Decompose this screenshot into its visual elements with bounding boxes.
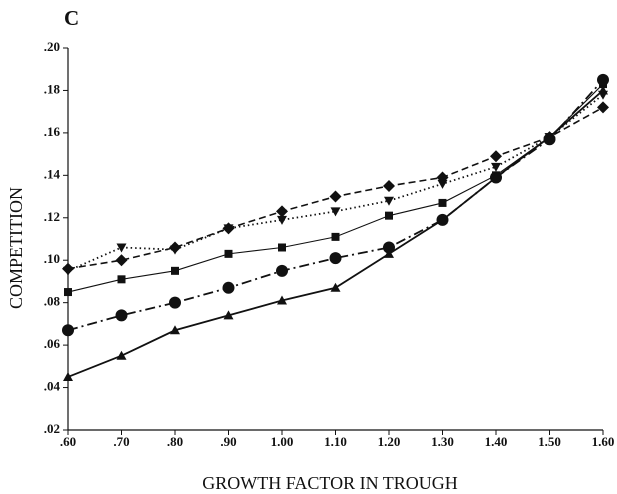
data-point bbox=[437, 179, 448, 189]
data-point bbox=[384, 196, 394, 206]
data-point bbox=[116, 243, 127, 253]
data-point bbox=[222, 281, 235, 294]
x-tick-label: .70 bbox=[113, 434, 129, 449]
data-point bbox=[383, 241, 395, 254]
y-tick-label: .12 bbox=[44, 209, 60, 224]
x-tick-label: 1.30 bbox=[431, 434, 454, 449]
data-point bbox=[63, 266, 73, 276]
data-point bbox=[223, 224, 234, 234]
y-axis-label: COMPETITION bbox=[6, 187, 26, 309]
y-tick-label: .10 bbox=[44, 251, 60, 266]
series-line bbox=[67, 93, 604, 272]
y-tick-label: .06 bbox=[44, 336, 61, 351]
x-tick-label: 1.20 bbox=[378, 434, 401, 449]
series-line bbox=[67, 79, 604, 332]
data-point bbox=[117, 275, 126, 284]
x-tick-label: 1.50 bbox=[538, 434, 561, 449]
data-point bbox=[597, 73, 609, 86]
data-point bbox=[438, 198, 447, 207]
y-tick-label: .18 bbox=[44, 81, 61, 96]
series-line bbox=[67, 106, 604, 270]
data-point bbox=[62, 324, 74, 337]
data-point bbox=[276, 264, 288, 277]
data-point bbox=[224, 249, 233, 258]
x-tick-label: 1.10 bbox=[324, 434, 347, 449]
x-tick-label: .90 bbox=[220, 434, 236, 449]
data-point bbox=[64, 288, 72, 297]
data-point bbox=[384, 248, 394, 258]
data-point bbox=[490, 150, 502, 163]
data-point bbox=[223, 310, 234, 320]
data-point bbox=[63, 371, 73, 381]
data-point bbox=[170, 325, 180, 335]
data-point bbox=[277, 295, 287, 305]
x-tick-label: 1.40 bbox=[485, 434, 508, 449]
y-tick-label: .02 bbox=[44, 421, 60, 436]
x-axis-label: GROWTH FACTOR IN TROUGH bbox=[202, 473, 458, 493]
data-point bbox=[116, 350, 127, 360]
data-point bbox=[598, 85, 608, 95]
data-point bbox=[276, 205, 288, 218]
data-point bbox=[385, 211, 393, 220]
x-tick-label: .60 bbox=[60, 434, 76, 449]
data-point bbox=[331, 232, 340, 241]
data-point bbox=[491, 162, 501, 172]
y-tick-label: .08 bbox=[44, 294, 61, 309]
data-point bbox=[170, 245, 180, 255]
data-point bbox=[330, 207, 341, 217]
data-point bbox=[115, 309, 128, 322]
y-tick-label: .04 bbox=[44, 379, 61, 394]
y-tick-label: .16 bbox=[44, 124, 61, 139]
x-tick-label: 1.00 bbox=[271, 434, 294, 449]
data-point bbox=[544, 132, 555, 142]
data-point bbox=[277, 215, 287, 225]
data-point bbox=[329, 190, 342, 203]
y-tick-label: .20 bbox=[44, 39, 60, 54]
data-point bbox=[437, 214, 448, 224]
panel-label: C bbox=[64, 6, 79, 30]
x-tick-label: 1.60 bbox=[592, 434, 615, 449]
data-point bbox=[171, 266, 179, 275]
y-tick-label: .14 bbox=[44, 166, 61, 181]
data-point bbox=[330, 282, 341, 292]
x-tick-label: .80 bbox=[167, 434, 183, 449]
data-point bbox=[169, 296, 181, 309]
data-point bbox=[491, 172, 501, 182]
data-point bbox=[383, 179, 395, 192]
data-point bbox=[329, 252, 342, 265]
data-point bbox=[597, 101, 609, 114]
data-point bbox=[115, 254, 128, 267]
data-point bbox=[278, 243, 286, 252]
